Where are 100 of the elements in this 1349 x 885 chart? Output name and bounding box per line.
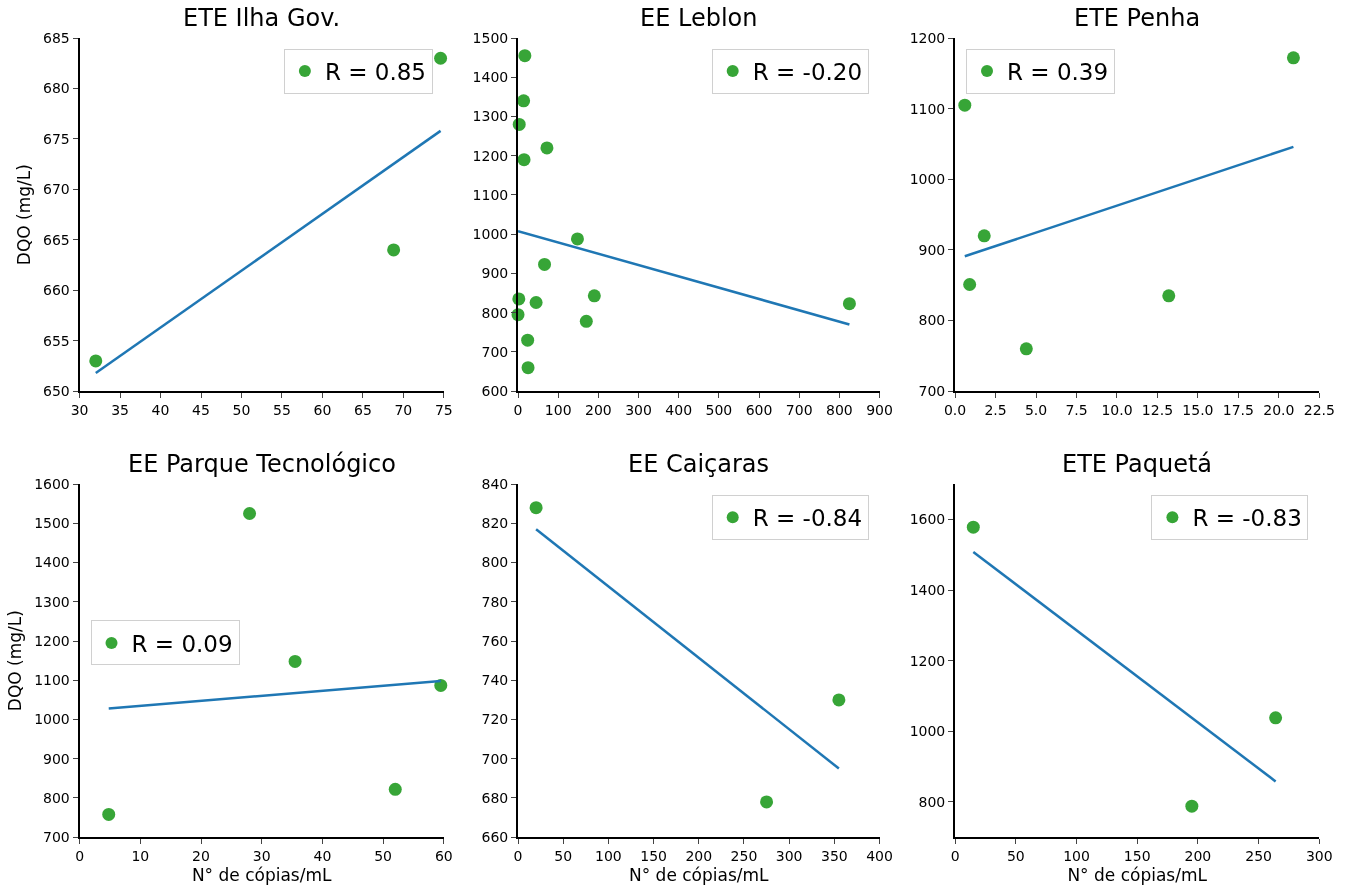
y-tick-label: 700 (481, 750, 509, 767)
x-tick-label: 100 (544, 401, 572, 418)
y-tick-label: 1200 (472, 147, 509, 164)
y-axis-title: DQO (mg/L) (5, 610, 26, 712)
y-tick-label: 1200 (909, 652, 946, 669)
point (958, 98, 972, 112)
y-tick-label: 900 (43, 750, 70, 767)
x-tick-label: 250 (730, 848, 758, 865)
x-tick-label: 7.5 (1065, 401, 1088, 418)
y-tick-label: 1300 (472, 108, 509, 125)
point (579, 314, 593, 328)
y-tick-label: 1100 (34, 672, 70, 689)
point (288, 654, 302, 668)
x-tick-label: 30 (252, 848, 271, 865)
point (434, 678, 448, 692)
x-tick-label: 40 (313, 848, 332, 865)
point (517, 153, 531, 167)
x-tick-label: 100 (595, 848, 622, 865)
point (518, 49, 532, 63)
chart-title: EE Caiçaras (628, 450, 770, 478)
x-tick-label: 35 (111, 401, 129, 418)
y-tick-label: 900 (918, 241, 946, 258)
x-axis-title: N° de cópias/mL (628, 864, 770, 885)
x-tick-label: 300 (775, 848, 803, 865)
y-tick-label: 720 (481, 711, 509, 728)
x-tick-label: 17.5 (1222, 401, 1254, 418)
y-tick-label: 670 (43, 181, 70, 198)
y-tick-label: 700 (43, 829, 70, 846)
chart-title: ETE Ilha Gov. (183, 4, 341, 32)
y-tick-label: 800 (918, 793, 946, 810)
chart-title: ETE Penha (1074, 4, 1201, 32)
point (760, 795, 774, 809)
x-tick-label: 50 (374, 848, 393, 865)
x-tick-label: 250 (1245, 848, 1272, 865)
x-tick-label: 10 (131, 848, 150, 865)
x-tick-label: 150 (640, 848, 667, 865)
point (966, 520, 980, 534)
legend-label: R = 0.39 (1007, 59, 1109, 86)
y-tick-label: 840 (481, 475, 509, 492)
x-tick-label: 50 (554, 848, 573, 865)
y-tick-label: 1300 (34, 593, 70, 610)
y-tick-label: 1200 (34, 632, 70, 649)
y-tick-label: 650 (43, 383, 70, 400)
x-tick-label: 50 (232, 401, 251, 418)
point (89, 354, 103, 368)
x-tick-label: 150 (1123, 848, 1151, 865)
x-tick-label: 12.5 (1141, 401, 1174, 418)
chart-title: EE Leblon (640, 4, 758, 32)
x-axis-title: N° de cópias/mL (191, 864, 333, 885)
y-tick-label: 660 (481, 829, 509, 846)
x-tick-label: 5.0 (1024, 401, 1048, 418)
point (540, 141, 554, 155)
x-tick-label: 100 (1063, 848, 1090, 865)
point (388, 782, 402, 796)
y-tick-label: 900 (481, 265, 509, 282)
y-tick-label: 800 (918, 312, 946, 329)
point (529, 501, 543, 515)
y-tick-label: 1500 (34, 515, 70, 532)
x-tick-label: 700 (785, 401, 813, 418)
point (517, 94, 531, 108)
y-tick-label: 680 (43, 80, 70, 97)
x-tick-label: 55 (273, 401, 291, 418)
x-tick-label: 200 (584, 401, 612, 418)
legend-label: R = 0.85 (324, 59, 426, 86)
x-tick-label: 2.5 (984, 401, 1007, 418)
x-tick-label: 50 (1006, 848, 1025, 865)
y-tick-label: 1000 (34, 711, 70, 728)
x-tick-label: 200 (1184, 848, 1212, 865)
x-tick-label: 60 (313, 401, 332, 418)
x-tick-label: 350 (820, 848, 848, 865)
y-tick-label: 700 (481, 343, 509, 360)
point (521, 333, 535, 347)
point (587, 289, 601, 303)
y-tick-label: 1600 (34, 475, 70, 492)
point (963, 278, 977, 292)
y-tick-label: 1000 (909, 171, 946, 188)
point (538, 257, 552, 271)
point (832, 693, 846, 707)
x-tick-label: 0.0 (943, 401, 967, 418)
point (1269, 711, 1283, 725)
point (102, 807, 116, 821)
x-tick-label: 22.5 (1303, 401, 1335, 418)
x-tick-label: 75 (434, 401, 453, 418)
point (521, 361, 535, 375)
y-tick-label: 1100 (909, 100, 946, 117)
legend-label: R = -0.84 (752, 505, 863, 532)
y-tick-label: 675 (43, 130, 70, 147)
x-tick-label: 0 (513, 848, 523, 865)
point (434, 51, 448, 65)
point (1286, 51, 1300, 65)
x-tick-label: 400 (866, 848, 893, 865)
y-tick-label: 760 (481, 632, 509, 649)
point (1185, 799, 1199, 813)
y-tick-label: 1100 (472, 186, 509, 203)
chart-title: ETE Paquetá (1062, 450, 1213, 478)
y-tick-label: 800 (481, 554, 509, 571)
x-tick-label: 300 (1305, 848, 1333, 865)
point (243, 507, 257, 521)
y-tick-label: 1600 (909, 511, 946, 528)
x-tick-label: 0 (75, 848, 85, 865)
